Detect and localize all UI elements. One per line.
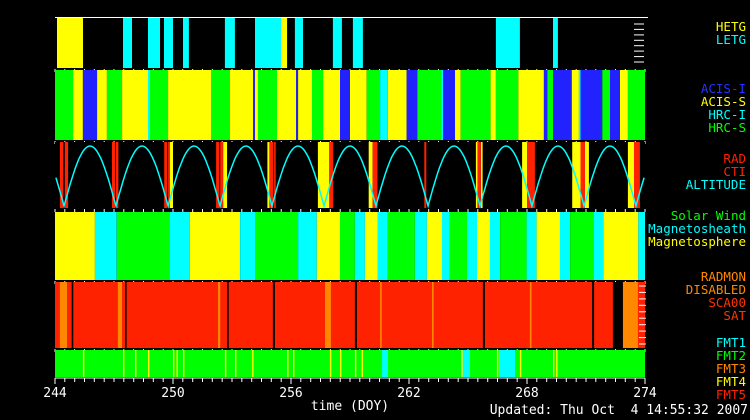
x-tick-label: 262 <box>397 386 420 401</box>
x-axis-title: time (DOY) <box>310 399 390 414</box>
band-telemetry-format <box>55 350 645 377</box>
label-fmt5: FMT5 <box>715 387 746 402</box>
x-tick-label: 274 <box>633 386 657 401</box>
label-acis-i: ACIS-I <box>700 81 746 96</box>
label-fmt3: FMT3 <box>715 361 746 376</box>
band-orbit <box>54 142 646 212</box>
label-letg: LETG <box>715 32 746 47</box>
label-radmon: RADMON <box>700 269 746 284</box>
label-cti: CTI <box>723 164 746 179</box>
band-space-weather <box>54 212 646 284</box>
x-axis: 244 250 256 262 268 274 <box>43 377 657 401</box>
label-rad: RAD <box>723 151 746 166</box>
label-magnetosphere: Magnetosphere <box>648 234 746 249</box>
x-tick-label: 268 <box>515 386 538 401</box>
band-gratings <box>54 18 646 72</box>
label-magnetosheath: Magnetosheath <box>648 221 746 236</box>
label-fmt1: FMT1 <box>715 335 746 350</box>
label-hetg: HETG <box>715 19 746 34</box>
band-radmon <box>54 282 646 352</box>
label-hrc-s: HRC-S <box>708 120 746 135</box>
label-altitude: ALTITUDE <box>685 177 746 192</box>
label-disabled: DISABLED <box>685 282 746 297</box>
x-tick-label: 256 <box>279 386 302 401</box>
label-fmt2: FMT2 <box>715 348 746 363</box>
label-hrc-i: HRC-I <box>708 107 746 122</box>
band-instruments <box>54 70 646 144</box>
label-sca00: SCA00 <box>708 295 746 310</box>
label-solar-wind: Solar Wind <box>670 208 746 223</box>
x-tick-label: 244 <box>43 386 67 401</box>
altitude-curve <box>55 145 645 209</box>
label-sat: SAT <box>723 308 746 323</box>
x-tick-label: 250 <box>161 386 184 401</box>
label-fmt4: FMT4 <box>715 374 746 389</box>
label-acis-s: ACIS-S <box>700 94 746 109</box>
updated-timestamp: Updated: Thu Oct 4 14:55:32 2007 <box>489 403 748 418</box>
